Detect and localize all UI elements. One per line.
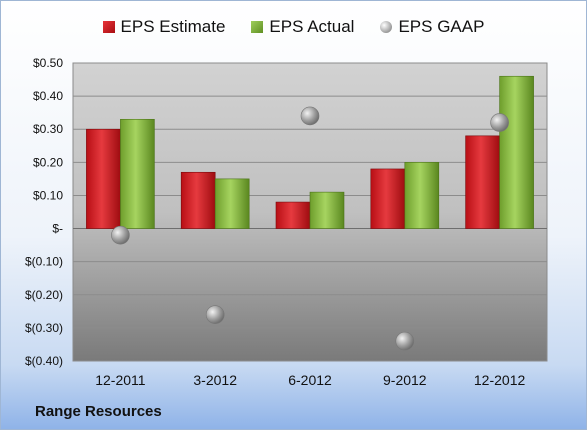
point-eps-gaap bbox=[300, 106, 320, 126]
bar-eps-estimate bbox=[370, 168, 406, 229]
point-eps-gaap bbox=[395, 331, 415, 351]
point-eps-gaap bbox=[490, 113, 509, 132]
y-tick-label: $0.40 bbox=[33, 89, 63, 103]
y-tick-label: $(0.40) bbox=[25, 354, 63, 368]
x-tick-label: 9-2012 bbox=[383, 372, 427, 388]
bar-eps-actual bbox=[404, 162, 440, 229]
bar-eps-actual bbox=[499, 75, 534, 229]
x-tick-label: 6-2012 bbox=[288, 372, 332, 388]
bar-eps-estimate bbox=[180, 171, 216, 229]
legend-label-eps-actual: EPS Actual bbox=[269, 17, 355, 36]
bar-eps-estimate bbox=[465, 135, 500, 229]
bar-eps-actual bbox=[214, 178, 250, 229]
bar-eps-estimate bbox=[86, 128, 121, 229]
legend-label-eps-estimate: EPS Estimate bbox=[120, 17, 226, 36]
y-tick-label: $- bbox=[52, 222, 63, 236]
company-name: Range Resources bbox=[35, 403, 162, 420]
legend: EPS Estimate EPS Actual EPS GAAP bbox=[1, 17, 586, 37]
legend-swatch-eps-actual bbox=[251, 21, 264, 33]
y-tick-label: $(0.30) bbox=[25, 321, 63, 335]
x-tick-label: 12-2011 bbox=[95, 372, 146, 388]
point-eps-gaap bbox=[205, 305, 225, 324]
y-tick-label: $(0.10) bbox=[25, 255, 63, 269]
legend-label-eps-gaap: EPS GAAP bbox=[398, 17, 485, 36]
y-tick-label: $0.10 bbox=[33, 188, 63, 202]
point-eps-gaap bbox=[111, 225, 130, 245]
legend-item-eps-estimate: EPS Estimate bbox=[102, 17, 226, 37]
legend-item-eps-gaap: EPS GAAP bbox=[380, 17, 484, 37]
x-tick-label: 3-2012 bbox=[193, 372, 237, 388]
bar-eps-estimate bbox=[275, 201, 311, 229]
legend-swatch-eps-estimate bbox=[102, 21, 115, 33]
bar-eps-actual bbox=[309, 191, 345, 229]
y-tick-label: $0.20 bbox=[33, 155, 63, 169]
bar-eps-actual bbox=[120, 118, 155, 229]
y-tick-label: $0.50 bbox=[33, 56, 63, 70]
x-tick-label: 12-2012 bbox=[474, 372, 526, 388]
y-tick-label: $(0.20) bbox=[25, 288, 63, 302]
y-tick-label: $0.30 bbox=[33, 122, 63, 136]
legend-item-eps-actual: EPS Actual bbox=[251, 17, 354, 37]
legend-swatch-eps-gaap bbox=[380, 21, 393, 33]
